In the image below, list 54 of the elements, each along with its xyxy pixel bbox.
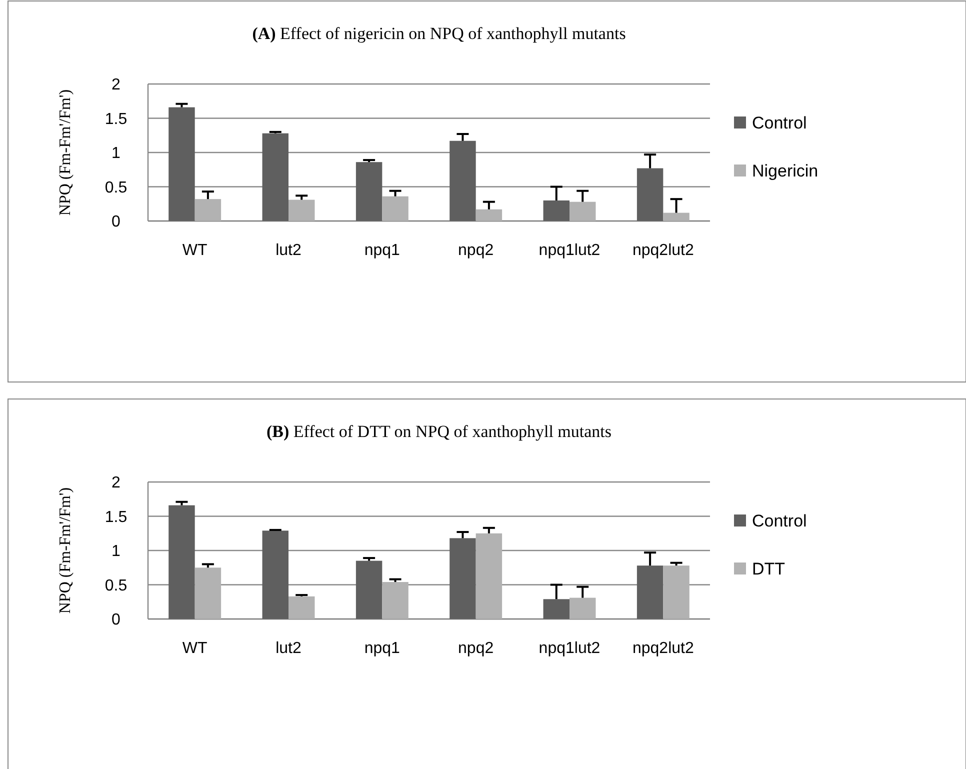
legend-label: Control	[752, 511, 807, 530]
bar	[262, 530, 288, 619]
y-axis-title: NPQ (Fm-Fm'/Fm')	[57, 89, 74, 216]
x-tick-label: WT	[182, 640, 208, 657]
y-tick-label: 1	[112, 543, 121, 560]
x-tick-label: lut2	[276, 242, 302, 259]
bar	[262, 133, 288, 221]
bar	[288, 200, 315, 221]
x-tick-label: npq2lut2	[632, 242, 694, 259]
chart-title: (B) Effect of DTT on NPQ of xanthophyll mutants	[266, 422, 612, 441]
y-tick-label: 1.5	[104, 110, 128, 128]
bar	[570, 598, 596, 619]
bar	[382, 582, 408, 619]
bar	[356, 162, 382, 221]
bar	[194, 568, 222, 619]
legend-label: Control	[752, 113, 807, 132]
x-tick-label: npq2	[458, 640, 494, 657]
bar	[450, 140, 476, 221]
legend-label: DTT	[752, 559, 786, 578]
chart-title: (A) Effect of nigericin on NPQ of xanthophyll mutants	[252, 24, 626, 43]
bar	[194, 199, 222, 221]
x-tick-label: npq1lut2	[538, 242, 600, 259]
y-tick-label: 0.5	[104, 179, 128, 196]
x-tick-label: npq1	[364, 640, 400, 657]
x-tick-label: lut2	[276, 640, 302, 657]
legend-label: Nigericin	[752, 161, 818, 180]
bar	[382, 196, 408, 221]
bar	[476, 209, 502, 221]
y-tick-label: 0.5	[104, 577, 128, 594]
x-tick-label: npq1lut2	[538, 640, 600, 657]
x-tick-label: npq2lut2	[632, 640, 694, 657]
bar	[543, 599, 570, 619]
bar	[570, 202, 596, 221]
x-tick-label: npq1	[364, 242, 400, 259]
x-tick-label: npq2	[458, 242, 494, 259]
bar	[356, 560, 382, 619]
y-axis-title: NPQ (Fm-Fm'/Fm')	[57, 487, 74, 614]
bar	[288, 596, 315, 619]
bar	[636, 566, 664, 619]
y-tick-label: 1.5	[104, 508, 128, 526]
bar	[476, 533, 502, 619]
bar	[636, 168, 664, 221]
y-tick-label: 1	[112, 145, 121, 162]
bar	[168, 505, 195, 619]
y-tick-label: 0	[112, 214, 121, 231]
x-tick-label: WT	[182, 242, 208, 259]
bar	[450, 538, 476, 619]
bar	[663, 566, 690, 619]
y-tick-label: 2	[112, 474, 121, 492]
y-tick-label: 0	[112, 612, 121, 629]
bar	[543, 200, 570, 221]
y-tick-label: 2	[112, 76, 121, 94]
bar	[168, 107, 195, 221]
bar	[663, 212, 690, 221]
